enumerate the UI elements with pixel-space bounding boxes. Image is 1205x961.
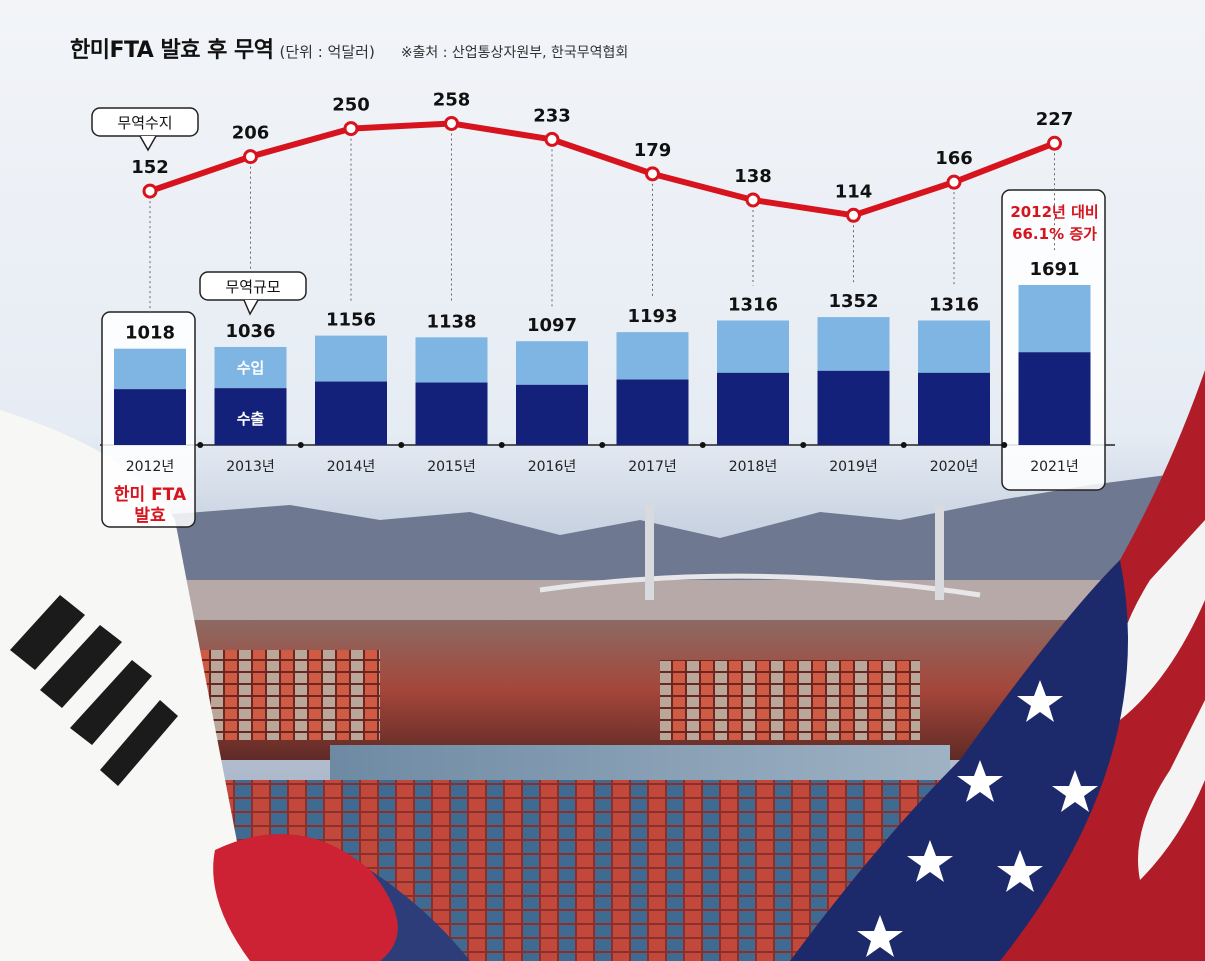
bar-import	[315, 335, 387, 382]
line-value-label: 206	[232, 123, 270, 144]
line-value-label: 179	[634, 140, 672, 161]
tick-dot	[800, 442, 807, 448]
bar-export	[516, 384, 588, 445]
bar-value-label: 1316	[929, 294, 979, 315]
us-flag	[790, 370, 1205, 961]
line-point	[946, 174, 962, 190]
bar-export	[114, 389, 186, 445]
line-value-label: 166	[935, 148, 973, 169]
x-tick-label: 2021년	[1030, 459, 1079, 475]
plot-area: 1018 2012년 1036 2013년 1156 2014년 1138 2015년 1097…	[91, 89, 1115, 528]
line-value-label: 138	[734, 166, 772, 187]
x-tick-label: 2013년	[226, 459, 275, 475]
bar-import	[214, 346, 287, 389]
bar-import	[516, 341, 588, 385]
line-point	[444, 115, 459, 131]
x-tick-label: 2018년	[729, 459, 778, 475]
source-note: ※출처 : 산업통상자원부, 한국무역협회	[400, 45, 629, 61]
x-tick-label: 2015년	[427, 459, 476, 475]
x-tick-label: 2020년	[930, 459, 979, 475]
line-point	[645, 166, 660, 182]
line-point	[243, 149, 258, 165]
callout-pointer	[139, 135, 157, 152]
bar-value-label: 1352	[828, 291, 878, 312]
line-value-label: 114	[835, 181, 873, 202]
tick-dot	[1001, 442, 1008, 448]
bar-export	[214, 388, 287, 445]
tick-dot	[599, 442, 606, 448]
bar-export	[616, 379, 689, 445]
bar-value-label: 1316	[728, 294, 778, 315]
bar-value-label: 1193	[627, 306, 677, 327]
bar-value-label: 1097	[527, 315, 577, 336]
legend-import: 수입	[237, 359, 265, 377]
x-tick-label: 2017년	[628, 459, 677, 475]
bar-import	[817, 317, 890, 371]
line-point	[142, 183, 158, 199]
line-point	[343, 121, 359, 137]
legend-export: 수출	[237, 410, 265, 428]
bar-export	[315, 381, 387, 445]
line-value-label: 258	[433, 89, 471, 110]
bar-value-label: 1018	[125, 323, 175, 344]
increase-note-line2: 66.1% 증가	[1012, 225, 1097, 243]
fta-note-line1: 한미 FTA	[114, 485, 187, 505]
x-tick-label: 2019년	[829, 459, 878, 475]
callout-pointer	[243, 299, 259, 316]
bar-value-label: 1156	[326, 310, 376, 331]
line-point	[846, 207, 861, 223]
bar-export	[1018, 352, 1091, 445]
tick-dot	[398, 442, 405, 448]
tick-dot	[900, 442, 907, 448]
us-flag-canton	[790, 560, 1128, 961]
tick-dot	[498, 442, 505, 448]
bar-value-label: 1036	[225, 321, 275, 342]
bar-import	[1018, 285, 1091, 353]
trade-balance-line	[149, 120, 1056, 219]
bar-import	[918, 320, 990, 373]
x-tick-label: 2012년	[126, 459, 175, 475]
unit-label: (단위 : 억달러)	[279, 43, 375, 61]
bar-value-label: 1691	[1029, 259, 1079, 280]
x-tick-label: 2016년	[528, 459, 577, 475]
tick-dot	[699, 442, 706, 448]
bar-export	[717, 372, 789, 445]
callout-trade-balance-label: 무역수지	[117, 114, 172, 132]
bar-value-label: 1138	[426, 311, 476, 332]
line-point	[544, 131, 560, 147]
fta-note-line2: 발효	[134, 506, 166, 526]
callout-trade-volume-label: 무역규모	[225, 278, 280, 296]
taegeuk-blue-icon	[370, 870, 470, 961]
line-value-label: 152	[131, 157, 169, 178]
chart-title: 한미FTA 발효 후 무역	[70, 38, 274, 63]
x-tick-label: 2014년	[327, 459, 376, 475]
line-value-label: 250	[332, 95, 370, 116]
bar-export	[817, 370, 890, 445]
trigram-mark	[10, 595, 178, 786]
increase-note-line1: 2012년 대비	[1010, 203, 1098, 221]
line-point	[745, 192, 761, 208]
bar-export	[415, 382, 488, 445]
line-value-label: 227	[1036, 109, 1074, 130]
tick-dot	[197, 442, 204, 448]
tick-dot	[297, 442, 304, 448]
taegeuk-red-icon	[213, 834, 398, 961]
bar-import	[114, 348, 186, 390]
bar-import	[415, 337, 488, 383]
star-icons	[857, 680, 1098, 957]
title-row: 한미FTA 발효 후 무역 (단위 : 억달러) ※출처 : 산업통상자원부, 한국…	[70, 32, 628, 64]
flag-decorations	[0, 370, 1205, 961]
line-value-label: 233	[533, 105, 571, 126]
bar-export	[918, 372, 990, 445]
bar-import	[616, 332, 689, 380]
bar-import	[717, 320, 789, 373]
line-point	[1047, 135, 1062, 151]
